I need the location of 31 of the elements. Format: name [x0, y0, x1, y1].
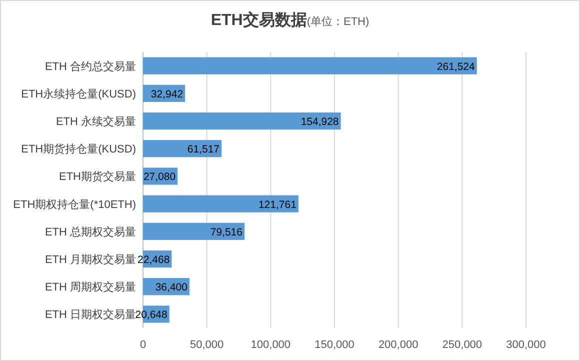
x-tick-label: 250,000: [442, 339, 482, 351]
bar: [143, 140, 222, 158]
data-label: 154,928: [300, 116, 339, 128]
bar: [143, 112, 341, 130]
x-tick-label: 0: [140, 339, 146, 351]
y-tick-label: ETH 合约总交易量: [44, 60, 136, 73]
data-label: 61,517: [187, 144, 220, 156]
x-tick-label: 50,000: [190, 339, 224, 351]
y-tick-label: ETH期货持仓量(KUSD): [21, 144, 136, 156]
x-tick-label: 150,000: [314, 339, 354, 351]
data-label: 32,942: [150, 88, 184, 100]
x-tick-label: 200,000: [378, 339, 418, 351]
y-tick-label: ETH期货交易量: [59, 170, 136, 184]
y-tick-label: ETH 永续交易量: [56, 115, 136, 128]
data-label: 36,400: [155, 282, 188, 294]
title: ETH交易数据(单位：ETH): [210, 12, 370, 29]
x-tick-label: 300,000: [506, 339, 546, 351]
x-tick-label: 100,000: [250, 339, 291, 351]
y-tick-label: ETH永续持仓量(KUSD): [21, 87, 136, 100]
bar: [143, 222, 245, 240]
y-tick-label: ETH 周期权交易量: [44, 280, 136, 294]
y-tick-label: ETH 日期权交易量: [44, 308, 136, 322]
data-label: 121,761: [258, 198, 297, 211]
y-tick-label: ETH 总期权交易量: [44, 225, 136, 238]
y-tick-label: ETH期权持仓量(*10ETH): [13, 198, 136, 211]
data-label: 27,080: [143, 171, 176, 184]
data-label: 261,524: [436, 60, 476, 73]
data-label: 79,516: [210, 226, 243, 238]
bar: [143, 195, 298, 212]
y-tick-label: ETH 月期权交易量: [44, 253, 136, 266]
bar: [143, 57, 477, 74]
